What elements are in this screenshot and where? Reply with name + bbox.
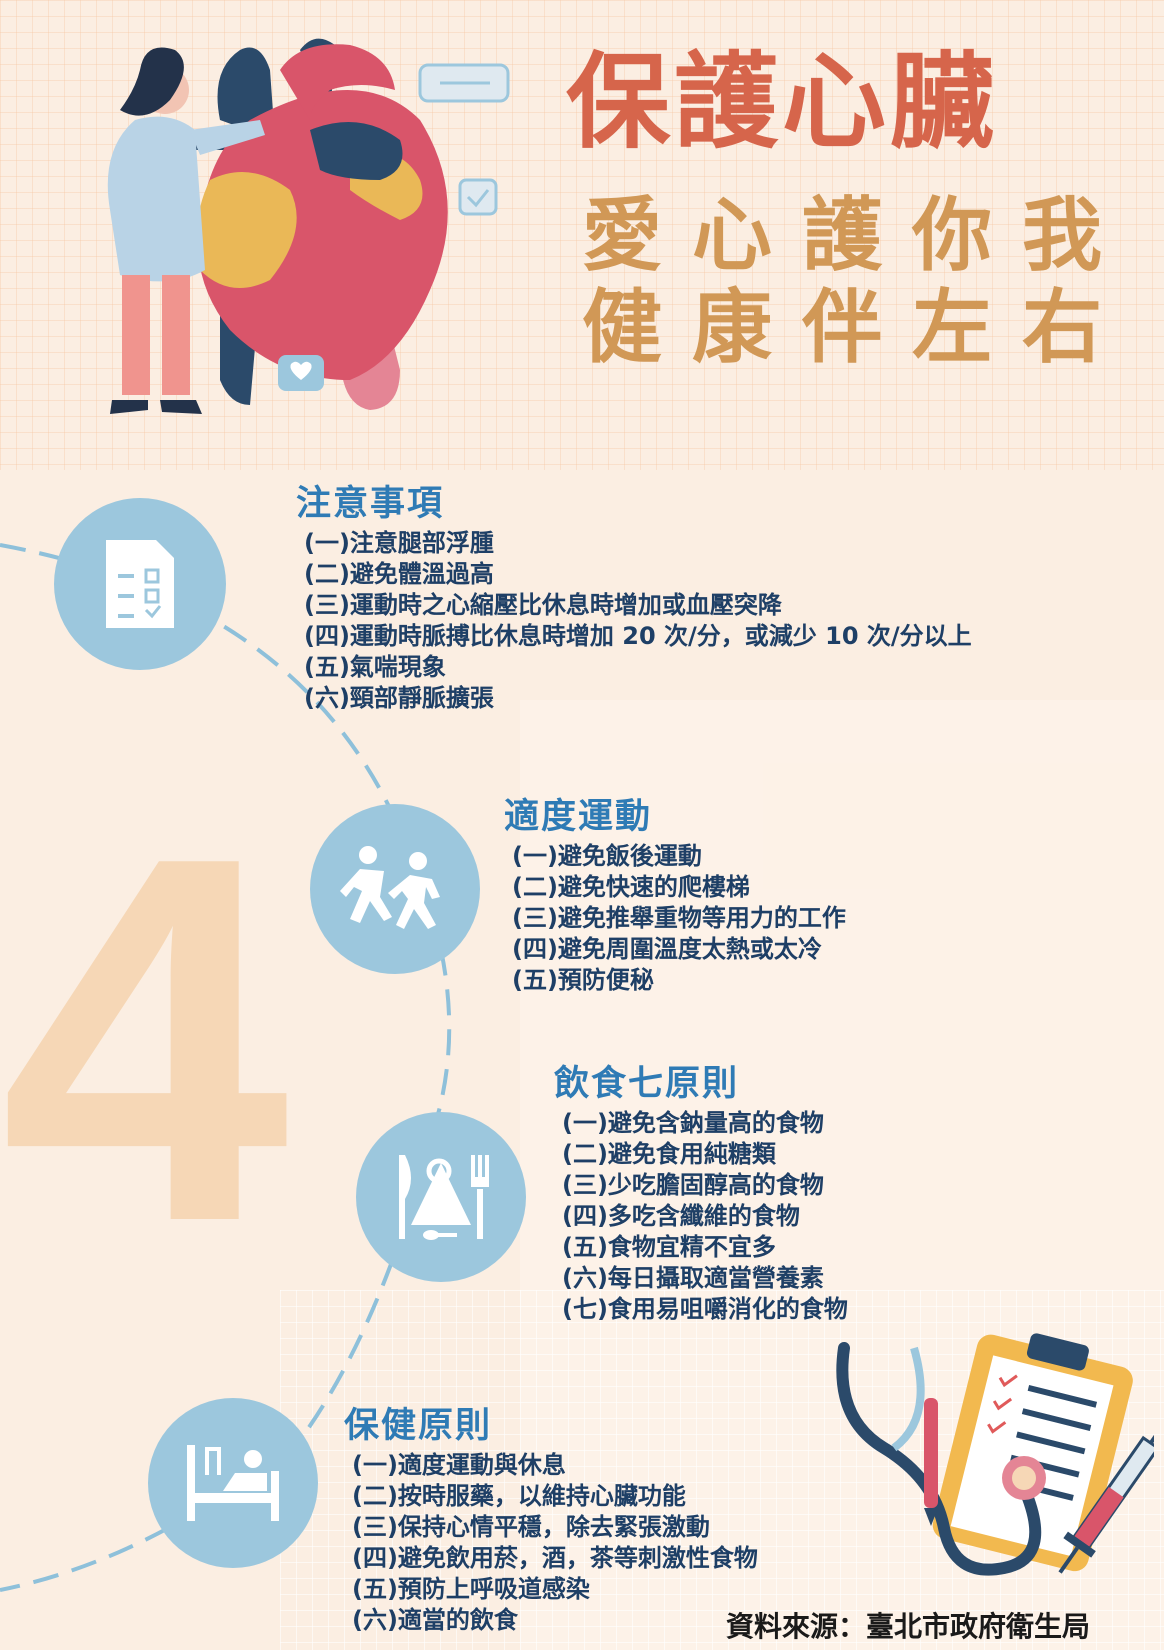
subtitle-line-1: 愛心護你我 [582, 189, 1132, 282]
list-item: (四)運動時脈搏比休息時增加 20 次/分，或減少 10 次/分以上 [304, 622, 972, 650]
section-title: 注意事項 [296, 484, 445, 524]
item-list: (一)適度運動與休息 (二)按時服藥，以維持心臟功能 (三)保持心情平穩，除去緊… [344, 1450, 758, 1636]
source-credit: 資料來源：臺北市政府衛生局 [726, 1610, 1091, 1643]
list-item: (一)注意腿部浮腫 [304, 529, 494, 557]
list-item: (五)食物宜精不宜多 [562, 1233, 776, 1261]
dining-icon-circle [356, 1112, 526, 1282]
checklist-icon-circle [54, 498, 226, 670]
medical-tools-illustration [836, 1333, 1154, 1576]
list-item: (一)避免含鈉量高的食物 [562, 1109, 824, 1137]
doctor-heart-illustration [107, 38, 510, 414]
page-title: 保護心臟 [566, 41, 999, 163]
list-item: (二)避免快速的爬樓梯 [512, 873, 750, 901]
list-item: (一)避免飯後運動 [512, 842, 702, 870]
item-list: (一)避免飯後運動 (二)避免快速的爬樓梯 (三)避免推舉重物等用力的工作 (四… [504, 841, 846, 996]
section-exercise: 適度運動 (一)避免飯後運動 (二)避免快速的爬樓梯 (三)避免推舉重物等用力的… [504, 788, 846, 996]
list-item: (五)氣喘現象 [304, 653, 446, 681]
section-title: 飲食七原則 [554, 1064, 740, 1104]
big-number-decoration: 4 [0, 749, 290, 1330]
list-item: (七)食用易咀嚼消化的食物 [562, 1295, 848, 1323]
subtitle-line-2: 健康伴左右 [582, 281, 1132, 374]
dining-icon [399, 1155, 489, 1240]
item-list: (一)注意腿部浮腫 (二)避免體溫過高 (三)運動時之心縮壓比休息時增加或血壓突… [296, 528, 972, 714]
list-item: (六)適當的飲食 [352, 1606, 518, 1634]
list-item: (六)頸部靜脈擴張 [304, 684, 494, 712]
section-health-principles: 保健原則 (一)適度運動與休息 (二)按時服藥，以維持心臟功能 (三)保持心情平… [344, 1397, 758, 1636]
section-title: 適度運動 [504, 797, 653, 837]
section-precautions: 注意事項 (一)注意腿部浮腫 (二)避免體溫過高 (三)運動時之心縮壓比休息時增… [296, 475, 972, 714]
list-item: (五)預防上呼吸道感染 [352, 1575, 590, 1603]
list-item: (一)適度運動與休息 [352, 1451, 566, 1479]
running-people-icon [340, 846, 440, 929]
section-diet: 飲食七原則 (一)避免含鈉量高的食物 (二)避免食用純糖類 (三)少吃膽固醇高的… [554, 1055, 848, 1325]
list-item: (四)避免周圍溫度太熱或太冷 [512, 935, 822, 963]
list-item: (四)多吃含纖維的食物 [562, 1202, 800, 1230]
list-item: (二)避免體溫過高 [304, 560, 494, 588]
list-item: (二)避免食用純糖類 [562, 1140, 776, 1168]
list-item: (四)避免飲用菸，酒，茶等刺激性食物 [352, 1544, 758, 1572]
list-item: (三)少吃膽固醇高的食物 [562, 1171, 824, 1199]
running-icon-circle [310, 804, 480, 974]
section-title: 保健原則 [344, 1406, 493, 1446]
item-list: (一)避免含鈉量高的食物 (二)避免食用純糖類 (三)少吃膽固醇高的食物 (四)… [554, 1108, 848, 1325]
hospital-bed-icon [187, 1445, 279, 1521]
list-item: (三)運動時之心縮壓比休息時增加或血壓突降 [304, 591, 782, 619]
checklist-icon [106, 540, 174, 628]
list-item: (五)預防便秘 [512, 966, 654, 994]
list-item: (六)每日攝取適當營養素 [562, 1264, 824, 1292]
list-item: (三)保持心情平穩，除去緊張激動 [352, 1513, 710, 1541]
hospital-bed-icon-circle [148, 1398, 318, 1568]
list-item: (二)按時服藥，以維持心臟功能 [352, 1482, 686, 1510]
list-item: (三)避免推舉重物等用力的工作 [512, 904, 846, 932]
